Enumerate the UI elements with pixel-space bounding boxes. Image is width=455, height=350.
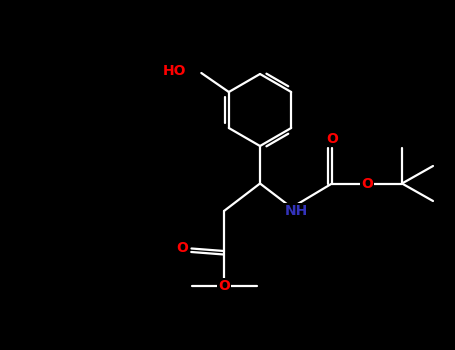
Text: O: O	[361, 176, 373, 190]
Text: NH: NH	[284, 204, 308, 218]
Text: O: O	[326, 132, 338, 146]
Text: O: O	[218, 279, 230, 293]
Text: HO: HO	[163, 64, 187, 78]
Text: O: O	[177, 241, 188, 255]
